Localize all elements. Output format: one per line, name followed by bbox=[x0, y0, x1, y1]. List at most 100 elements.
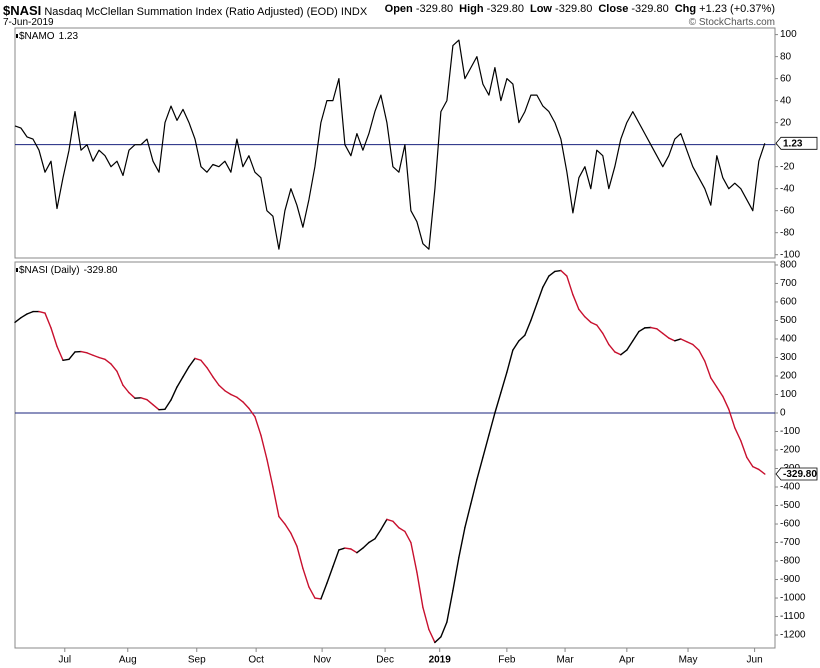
legend-name: $NAMO bbox=[19, 31, 55, 42]
x-tick-label: May bbox=[679, 655, 698, 666]
line-segment bbox=[494, 391, 502, 414]
stat-value: +1.23 (+0.37%) bbox=[699, 3, 775, 15]
line-segment bbox=[668, 337, 676, 342]
y-tick-label: 400 bbox=[780, 334, 797, 345]
y-tick-label: -60 bbox=[780, 205, 795, 216]
line-segment bbox=[536, 286, 544, 305]
header: $NASI Nasdaq McClellan Summation Index (… bbox=[3, 3, 775, 18]
tag-box bbox=[775, 136, 818, 150]
line-segment bbox=[572, 293, 580, 311]
line-segment bbox=[206, 366, 214, 378]
line-segment bbox=[626, 340, 634, 351]
line-segment bbox=[542, 275, 550, 288]
line-segment bbox=[638, 327, 646, 333]
line-segment bbox=[254, 415, 262, 436]
copyright: © StockCharts.com bbox=[688, 17, 775, 28]
line-segment bbox=[410, 541, 418, 573]
line-segment bbox=[452, 556, 460, 592]
line-segment bbox=[752, 465, 760, 471]
line-segment bbox=[356, 547, 364, 554]
line-segment bbox=[164, 399, 172, 410]
line-segment bbox=[104, 358, 112, 365]
line-segment bbox=[386, 518, 394, 522]
line-segment bbox=[458, 527, 466, 559]
line-segment bbox=[68, 351, 76, 361]
line-segment bbox=[584, 316, 592, 324]
x-tick-label: Aug bbox=[119, 655, 137, 666]
line-segment bbox=[740, 440, 748, 459]
line-segment bbox=[578, 308, 586, 318]
stat-label: High bbox=[459, 3, 484, 15]
y-tick-label: -600 bbox=[780, 519, 800, 530]
y-tick-label: -80 bbox=[780, 227, 795, 238]
y-tick-label: 80 bbox=[780, 51, 792, 62]
line-segment bbox=[680, 338, 688, 343]
panel-frame bbox=[14, 27, 776, 259]
panel-frame bbox=[14, 261, 776, 649]
line-segment bbox=[416, 571, 424, 608]
line-segment bbox=[722, 395, 730, 410]
line-segment bbox=[62, 358, 70, 361]
line-segment bbox=[632, 330, 640, 342]
line-segment bbox=[194, 357, 202, 361]
x-tick-label: Jun bbox=[747, 655, 763, 666]
line-segment bbox=[116, 370, 124, 386]
x-tick-label: Sep bbox=[188, 655, 206, 666]
line-segment bbox=[398, 527, 406, 533]
line-segment bbox=[26, 310, 34, 315]
line-segment bbox=[212, 376, 220, 386]
x-tick-label: 2019 bbox=[429, 655, 452, 666]
x-tick-label: Apr bbox=[619, 655, 635, 666]
stat-label: Chg bbox=[674, 3, 697, 15]
line-segment bbox=[518, 334, 526, 342]
line-segment bbox=[362, 541, 370, 549]
line-segment bbox=[734, 427, 742, 442]
line-segment bbox=[290, 532, 298, 547]
line-segment bbox=[152, 403, 160, 411]
line-segment bbox=[56, 345, 64, 361]
line-segment bbox=[278, 515, 286, 525]
line-segment bbox=[482, 434, 490, 459]
line-segment bbox=[242, 401, 250, 410]
stat-label: Open bbox=[384, 3, 413, 15]
line-segment bbox=[182, 366, 190, 378]
line-segment bbox=[338, 547, 346, 551]
line-segment bbox=[428, 628, 436, 644]
x-tick-label: Dec bbox=[376, 655, 394, 666]
line-segment bbox=[392, 520, 400, 529]
x-tick-label: Jul bbox=[58, 655, 71, 666]
line-segment bbox=[218, 384, 226, 392]
stats: Open -329.80 High -329.80 Low -329.80 Close… bbox=[379, 3, 775, 15]
line-segment bbox=[50, 327, 58, 348]
y-tick-label: -900 bbox=[780, 574, 800, 585]
line-segment bbox=[524, 319, 532, 336]
line-segment bbox=[110, 363, 118, 373]
y-tick-label: -1200 bbox=[780, 630, 806, 641]
line-segment bbox=[662, 332, 670, 339]
line-segment bbox=[98, 356, 106, 361]
y-tick-label: 60 bbox=[780, 73, 792, 84]
line-segment bbox=[686, 341, 694, 346]
y-tick-label: -40 bbox=[780, 183, 795, 194]
stat-label: Close bbox=[598, 3, 629, 15]
legend-value: -329.80 bbox=[84, 265, 118, 276]
y-tick-label: -1100 bbox=[780, 611, 805, 622]
line-segment bbox=[758, 468, 766, 475]
line-segment bbox=[248, 407, 256, 418]
y-tick-label: -200 bbox=[780, 445, 800, 456]
y-tick-label: 500 bbox=[780, 315, 797, 326]
y-tick-label: 300 bbox=[780, 352, 797, 363]
line-segment bbox=[170, 386, 178, 401]
y-tick-label: 800 bbox=[780, 260, 797, 271]
y-tick-label: 100 bbox=[780, 29, 797, 40]
y-tick-label: 0 bbox=[780, 408, 786, 419]
line-segment bbox=[38, 310, 46, 314]
line-segment bbox=[608, 343, 616, 353]
line-segment bbox=[404, 530, 412, 544]
line-segment bbox=[200, 359, 208, 369]
line-segment bbox=[434, 636, 442, 644]
line-segment bbox=[344, 547, 352, 550]
stat-value: -329.80 bbox=[486, 3, 524, 15]
line-segment bbox=[350, 548, 358, 554]
